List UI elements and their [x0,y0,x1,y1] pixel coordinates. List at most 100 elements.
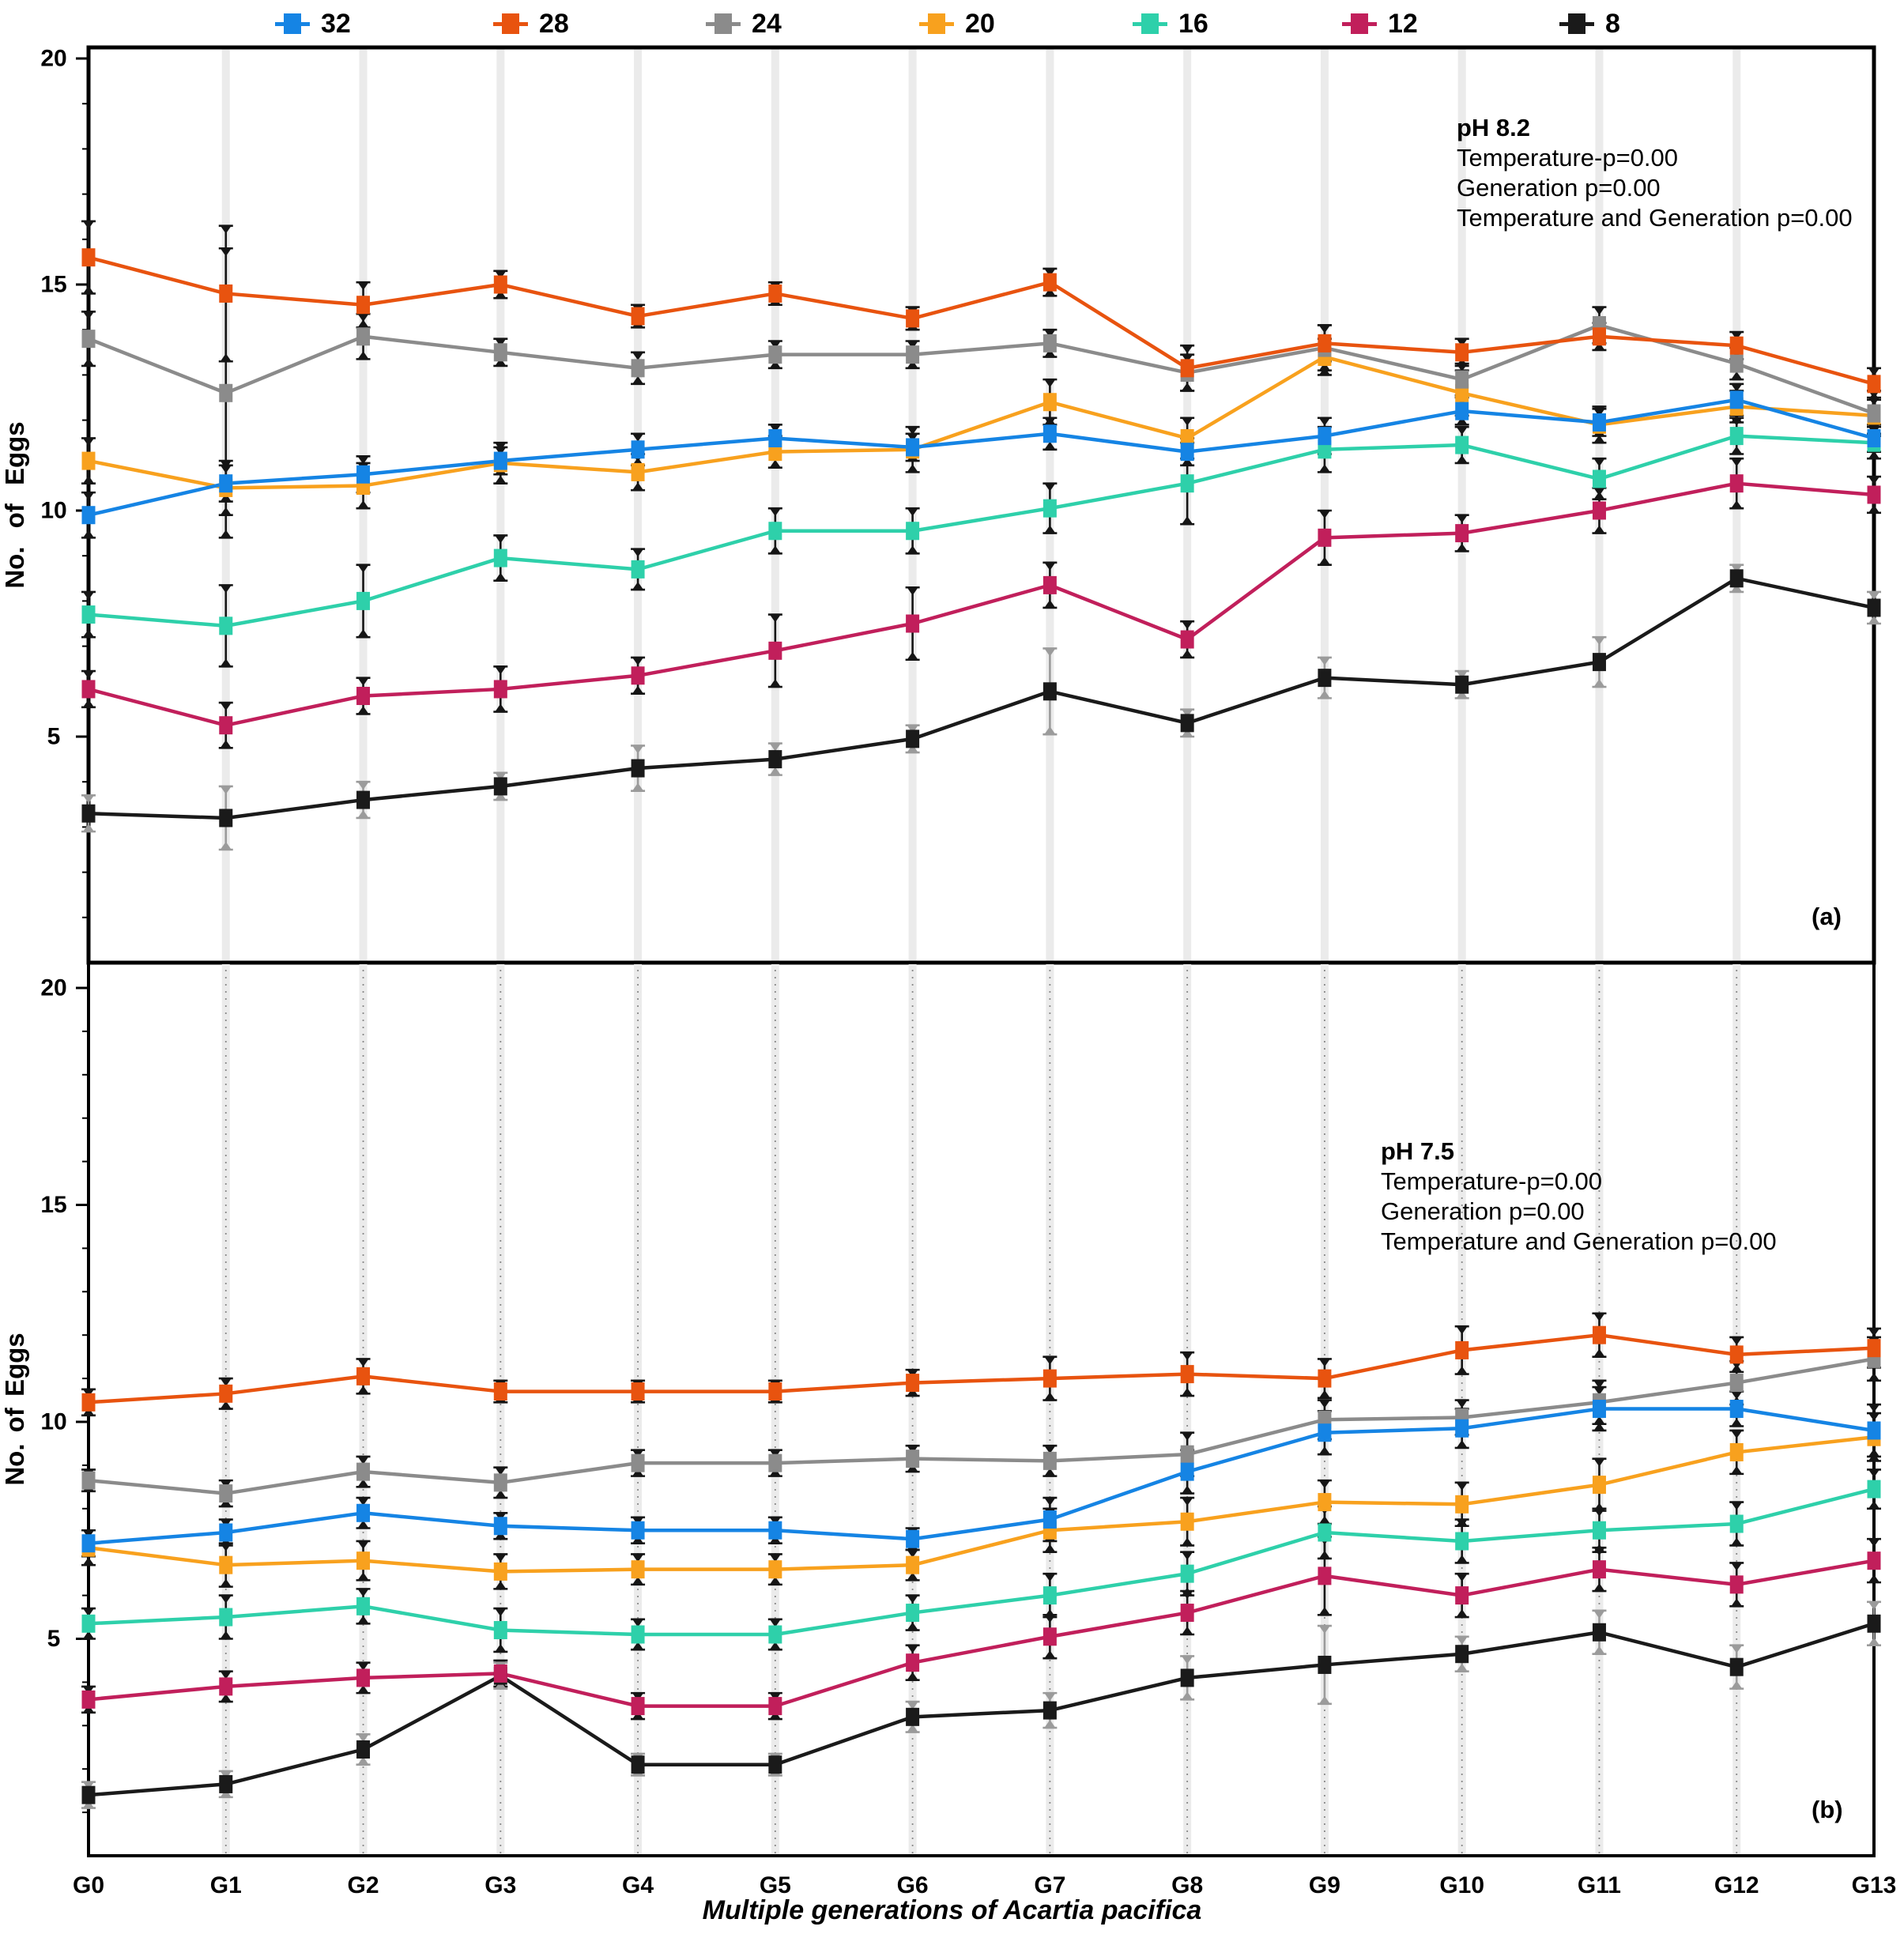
annotation-line: Temperature and Generation p=0.00 [1457,204,1853,232]
legend-label: 20 [965,8,995,39]
data-marker [631,759,645,778]
x-tick-label: G6 [897,1872,929,1898]
data-marker [493,1621,507,1640]
legend-swatch-icon [275,8,310,40]
data-marker [1180,443,1194,462]
legend-item-20: 20 [919,5,995,43]
data-marker [1180,1604,1194,1623]
data-marker [356,296,371,315]
data-marker [631,1382,645,1401]
data-marker [219,1523,233,1542]
data-marker [906,1707,920,1726]
data-marker [1042,1510,1057,1529]
data-marker [1042,575,1057,594]
y-tick-label: 10 [40,1409,66,1435]
legend-swatch-icon [706,8,741,40]
legend-label: 32 [321,8,351,39]
data-marker [81,451,96,470]
x-tick-label: G8 [1171,1872,1203,1898]
error-bars-8 [81,564,1881,851]
data-marker [1180,474,1194,493]
data-marker [1729,474,1744,493]
x-axis-title: Multiple generations of Acartia pacifica [702,1895,1202,1925]
data-marker [1042,499,1057,518]
data-marker [356,591,371,610]
data-marker [81,1614,96,1633]
data-marker [1729,1374,1744,1393]
legend-item-32: 32 [275,5,351,43]
gridline-band [1046,963,1054,1856]
data-marker [81,506,96,525]
data-marker [906,522,920,541]
data-marker [493,343,507,362]
legend-label: 8 [1605,8,1620,39]
legend-label: 28 [539,8,569,39]
data-marker [1042,1451,1057,1470]
data-marker [631,560,645,579]
data-marker [219,1774,233,1793]
data-marker [1867,1614,1881,1633]
data-marker [1592,501,1606,520]
data-marker [906,1450,920,1468]
y-tick-label: 10 [40,498,66,524]
series-markers-8 [81,1614,1881,1804]
data-marker [356,1462,371,1481]
legend-item-16: 16 [1133,5,1208,43]
gridline-band [359,963,368,1856]
y-axis-title: No. of Eggs [0,1333,29,1485]
data-marker [356,1740,371,1759]
data-marker [1592,1623,1606,1642]
legend-label: 16 [1178,8,1208,39]
legend-swatch-icon [1133,8,1167,40]
data-marker [906,1529,920,1548]
x-tick-label: G1 [210,1872,242,1898]
data-marker [1729,1514,1744,1533]
legend-swatch-icon [1342,8,1377,40]
data-marker [356,790,371,809]
legend-item-24: 24 [706,5,782,43]
gridline-band [908,963,917,1856]
series-line-16 [88,1487,1875,1637]
data-marker [1180,1445,1194,1464]
data-marker [1455,435,1469,454]
data-marker [356,1503,371,1522]
annotation-line: Generation p=0.00 [1381,1197,1585,1225]
data-marker [356,327,371,346]
x-tick-label: G12 [1714,1872,1759,1898]
data-marker [493,1664,507,1683]
gridline-band [496,963,505,1856]
data-marker [1867,1480,1881,1499]
data-marker [1455,1495,1469,1514]
data-marker [1729,1400,1744,1419]
data-marker [1592,1560,1606,1579]
x-tick-label: G3 [484,1872,516,1898]
legend-item-12: 12 [1342,5,1418,43]
x-tick-label: G7 [1034,1872,1065,1898]
data-marker [1180,1462,1194,1481]
data-marker [631,1453,645,1472]
data-marker [768,1625,782,1644]
data-marker [1592,1476,1606,1495]
data-marker [631,440,645,459]
data-marker [1042,273,1057,292]
data-marker [906,1653,920,1672]
error-bars-24 [81,247,1881,539]
y-axis-title: No. of Eggs [0,421,29,588]
error-bars-32 [81,383,1881,539]
annotation-line: Temperature-p=0.00 [1381,1167,1602,1195]
data-marker [906,1374,920,1393]
x-tick-label: G4 [622,1872,654,1898]
x-tick-label: G2 [348,1872,379,1898]
y-tick-label: 15 [40,272,66,298]
data-marker [219,1608,233,1627]
series-markers-20 [81,1427,1881,1581]
data-marker [219,1384,233,1403]
data-marker [356,1597,371,1615]
data-marker [81,1785,96,1804]
panel-b: 5 10 15 20 No. of Eggs pH 7.5Temperature-p=0.… [0,961,1881,1857]
data-marker [1042,1701,1057,1720]
data-marker [1180,1564,1194,1583]
data-marker [1042,1586,1057,1605]
data-marker [1455,1586,1469,1605]
data-marker [1318,1493,1332,1512]
